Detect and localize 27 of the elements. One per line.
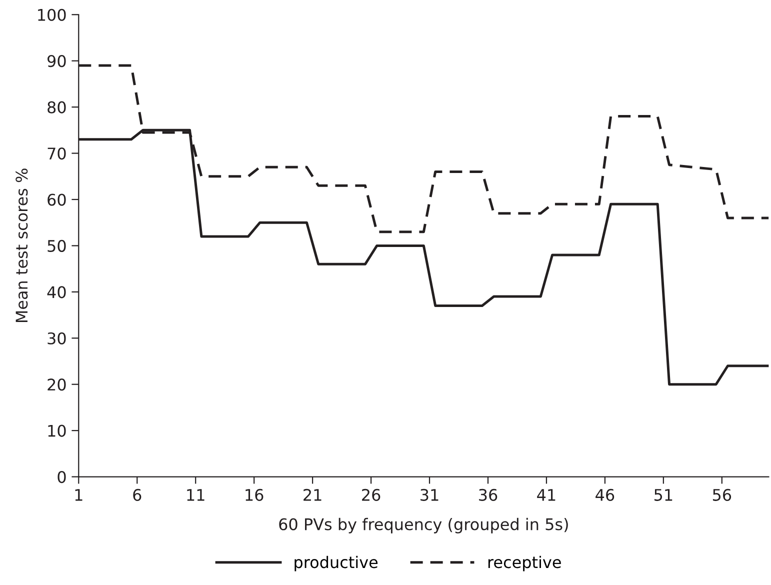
legend-label: productive	[294, 556, 378, 572]
y-tick-label: 20	[48, 378, 66, 391]
y-tick-label: 50	[48, 240, 66, 252]
legend-label: receptive	[488, 556, 561, 572]
x-tick-label: 26	[362, 488, 380, 501]
y-tick-label: 40	[47, 286, 66, 298]
y-tick-label: 70	[48, 147, 66, 160]
x-tick-label: 11	[187, 489, 204, 501]
x-tick-label: 36	[479, 488, 498, 501]
x-tick-label: 46	[596, 488, 614, 501]
x-axis-title: 60 PVs by frequency (grouped in 5s)	[279, 518, 568, 534]
x-tick-label: 21	[304, 488, 322, 501]
y-axis-title: Mean test scores %	[16, 168, 28, 322]
y-tick-label: 60	[48, 194, 66, 206]
x-tick-label: 56	[712, 488, 732, 501]
x-tick-label: 31	[420, 488, 438, 501]
x-tick-label: 1	[75, 489, 82, 501]
y-tick-label: 30	[48, 332, 66, 344]
x-tick-label: 51	[654, 489, 672, 501]
y-tick-label: 10	[48, 424, 66, 437]
y-tick-label: 90	[48, 55, 66, 68]
y-tick-label: 0	[58, 470, 66, 484]
x-tick-label: 41	[537, 489, 556, 501]
y-tick-label: 100	[38, 8, 66, 21]
y-tick-label: 80	[48, 101, 66, 114]
x-tick-label: 6	[133, 488, 142, 501]
x-tick-label: 16	[246, 488, 264, 501]
